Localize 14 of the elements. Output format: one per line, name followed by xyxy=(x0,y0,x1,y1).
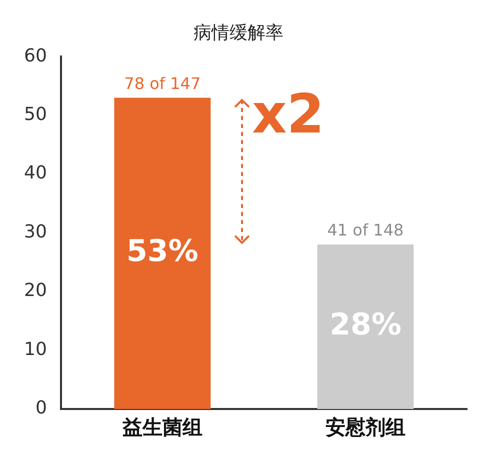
x-tick-label: 益生菌组 xyxy=(121,415,202,440)
annotation: 78 of 147 xyxy=(124,74,201,93)
y-tick-label: 40 xyxy=(24,162,47,184)
y-tick-label: 20 xyxy=(24,280,47,302)
annotation: 41 of 148 xyxy=(327,220,404,240)
x-tick-label: 安慰剂组 xyxy=(325,415,406,440)
chart-title: 病情缓解率 xyxy=(194,22,284,44)
data-label: 53% xyxy=(126,234,198,270)
y-tick-label: 60 xyxy=(24,45,47,66)
y-tick-label: 10 xyxy=(24,338,47,360)
y-tick-label: 30 xyxy=(24,221,47,242)
y-tick-label: 0 xyxy=(35,398,47,419)
y-tick-label: 50 xyxy=(24,104,47,126)
annotation: x2 xyxy=(252,82,324,146)
